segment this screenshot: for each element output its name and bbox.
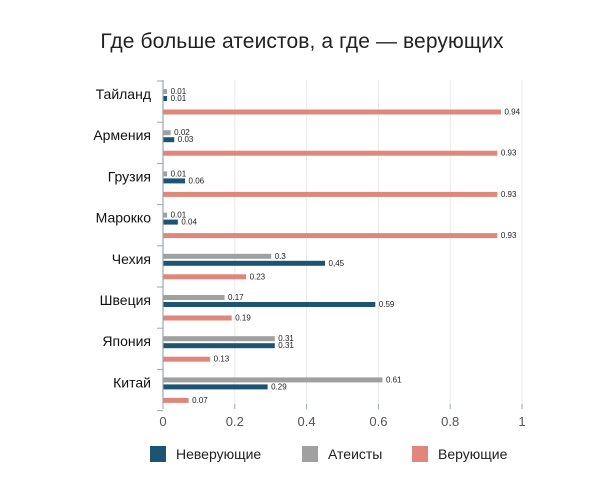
legend-swatch-atheists <box>302 446 318 462</box>
bar-believers <box>163 191 498 197</box>
bar-atheists <box>163 253 272 259</box>
bar-nonbelievers <box>163 137 175 143</box>
category-label: Япония <box>102 333 151 349</box>
value-label-nonbelievers: 0.03 <box>178 135 194 144</box>
legend-item-believers: Верующие <box>412 446 507 462</box>
chart-title: Где больше атеистов, а где — верующих <box>100 30 504 53</box>
value-label-atheists: 0.3 <box>275 252 287 261</box>
value-label-atheists: 0.02 <box>174 128 190 137</box>
bar-believers <box>163 397 189 403</box>
legend-swatch-believers <box>412 446 428 462</box>
value-label-nonbelievers: 0.01 <box>171 94 187 103</box>
chart-legend: Неверующие Атеисты Верующие <box>0 446 604 466</box>
x-tick-label: 0.8 <box>441 414 459 429</box>
x-tick-label: 0.4 <box>298 414 316 429</box>
value-label-believers: 0.23 <box>250 272 266 281</box>
legend-label-nonbelievers: Неверующие <box>176 446 262 462</box>
bar-atheists <box>163 212 168 218</box>
value-label-nonbelievers: 0.06 <box>189 176 205 185</box>
legend-swatch-nonbelievers <box>150 446 166 462</box>
legend-label-believers: Верующие <box>438 446 508 462</box>
legend-item-nonbelievers: Неверующие <box>150 446 261 462</box>
bar-believers <box>163 233 498 239</box>
legend-item-atheists: Атеисты <box>302 446 382 462</box>
value-label-nonbelievers: 0,45 <box>329 259 345 268</box>
bar-nonbelievers <box>163 178 186 184</box>
bar-believers <box>163 274 247 280</box>
category-label: Грузия <box>108 168 151 184</box>
value-label-believers: 0.07 <box>192 396 208 405</box>
x-tick-label: 0.2 <box>226 414 244 429</box>
value-label-atheists: 0.61 <box>386 375 402 384</box>
category-label: Швеция <box>100 292 151 308</box>
value-label-atheists: 0.17 <box>228 293 244 302</box>
value-label-believers: 0.13 <box>214 355 230 364</box>
bar-atheists <box>163 89 168 94</box>
value-label-atheists: 0.01 <box>171 87 187 96</box>
bar-believers <box>163 356 211 362</box>
bar-believers <box>163 109 501 115</box>
bar-atheists <box>163 377 383 383</box>
value-label-atheists: 0.01 <box>171 211 187 220</box>
bar-atheists <box>163 171 168 177</box>
category-label: Чехия <box>112 251 151 267</box>
bar-nonbelievers <box>163 343 275 349</box>
value-label-believers: 0.94 <box>504 108 520 117</box>
bar-believers <box>163 315 232 321</box>
bar-nonbelievers <box>163 96 168 101</box>
value-label-believers: 0.93 <box>501 149 517 158</box>
legend-label-atheists: Атеисты <box>328 446 383 462</box>
bar-atheists <box>163 336 275 342</box>
bar-nonbelievers <box>163 260 326 266</box>
value-label-believers: 0.19 <box>235 314 251 323</box>
value-label-nonbelievers: 0.04 <box>181 218 197 227</box>
bar-nonbelievers <box>163 219 178 225</box>
category-label: Армения <box>93 127 151 143</box>
value-label-nonbelievers: 0.59 <box>379 300 395 309</box>
value-label-nonbelievers: 0.31 <box>278 341 294 350</box>
value-label-believers: 0.93 <box>501 190 517 199</box>
category-label: Китай <box>113 374 151 390</box>
value-label-atheists: 0.01 <box>171 169 187 178</box>
x-tick-label: 1 <box>518 414 525 429</box>
value-label-nonbelievers: 0.29 <box>271 382 287 391</box>
bar-atheists <box>163 295 225 300</box>
value-label-atheists: 0.31 <box>278 334 294 343</box>
category-label: Марокко <box>96 210 152 226</box>
category-label: Тайланд <box>96 86 151 102</box>
bar-believers <box>163 150 498 156</box>
bar-nonbelievers <box>163 302 376 307</box>
x-tick-label: 0.6 <box>369 414 387 429</box>
x-tick-label: 0 <box>159 414 166 429</box>
bar-atheists <box>163 130 171 136</box>
value-label-believers: 0.93 <box>501 231 517 240</box>
bar-nonbelievers <box>163 384 268 390</box>
